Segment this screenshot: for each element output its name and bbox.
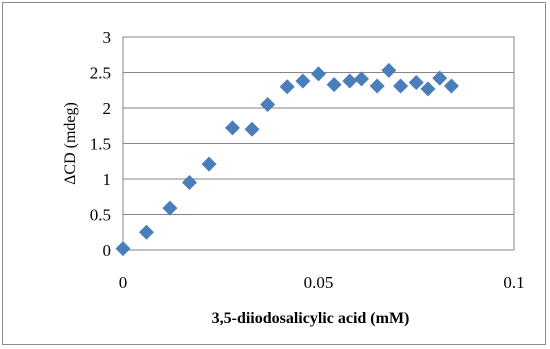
data-point-18 (420, 81, 436, 97)
y-tick-label: 3 (103, 28, 112, 47)
x-tick-label: 0.05 (304, 273, 334, 292)
data-point-5 (224, 120, 240, 136)
y-axis-title: ΔCD (mdeg) (62, 102, 79, 185)
chart-frame (2, 2, 546, 345)
data-point-10 (311, 66, 326, 82)
x-axis-title: 3,5-diiodosalicylic acid (mM) (212, 310, 410, 327)
data-point-6 (244, 121, 260, 137)
data-point-15 (381, 62, 397, 78)
data-point-8 (279, 79, 295, 95)
data-point-9 (295, 73, 311, 89)
data-point-14 (369, 78, 385, 94)
data-point-1 (138, 224, 154, 240)
y-tick-label: 0.5 (90, 206, 111, 225)
y-tick-label: 1.5 (90, 135, 111, 154)
data-point-11 (326, 77, 342, 93)
y-tick-label: 2 (103, 99, 112, 118)
data-point-3 (181, 175, 197, 191)
y-tick-labels: 0 0.5 1 1.5 2 2.5 3 (90, 28, 111, 260)
data-points (115, 62, 459, 257)
data-point-12 (342, 73, 358, 89)
x-tick-labels: 0 0.05 0.1 (119, 273, 525, 292)
data-point-2 (162, 200, 178, 216)
data-point-16 (393, 78, 409, 94)
data-point-17 (408, 74, 424, 90)
x-tick-label: 0 (119, 273, 128, 292)
data-point-7 (260, 96, 276, 112)
data-point-4 (201, 156, 217, 172)
data-point-20 (443, 78, 459, 94)
data-point-19 (432, 70, 448, 86)
plot-area (122, 36, 515, 251)
y-tick-label: 0 (103, 241, 112, 260)
y-tick-label: 1 (103, 170, 112, 189)
data-point-0 (115, 241, 131, 257)
y-tick-label: 2.5 (90, 64, 111, 83)
data-point-13 (354, 71, 370, 87)
x-tick-label: 0.1 (503, 273, 524, 292)
